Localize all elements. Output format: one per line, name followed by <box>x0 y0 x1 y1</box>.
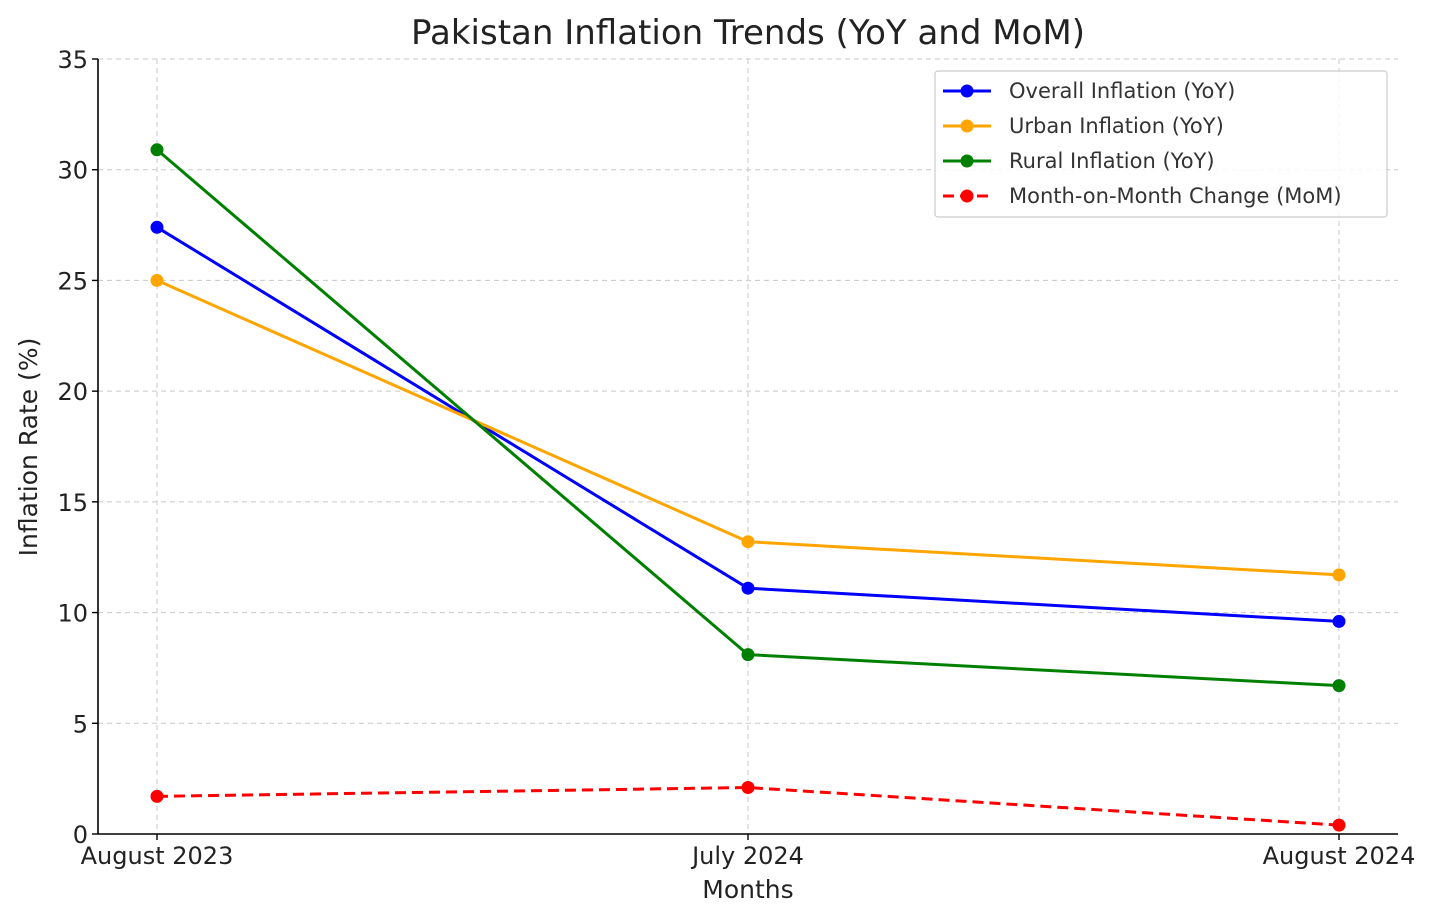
legend-swatch-marker <box>960 189 974 203</box>
data-point <box>150 789 164 803</box>
y-tick-label: 30 <box>57 157 88 185</box>
data-point <box>1332 568 1346 582</box>
legend-label: Overall Inflation (YoY) <box>1009 79 1235 103</box>
legend-swatch-marker <box>960 119 974 133</box>
data-point <box>1332 614 1346 628</box>
data-point <box>150 220 164 234</box>
data-point <box>741 535 755 549</box>
y-tick-label: 15 <box>57 489 88 517</box>
series-line <box>156 786 1340 827</box>
data-point <box>150 143 164 157</box>
legend-swatch-marker <box>960 154 974 168</box>
legend-label: Rural Inflation (YoY) <box>1009 149 1215 173</box>
y-tick-label: 0 <box>73 821 88 849</box>
chart-title: Pakistan Inflation Trends (YoY and MoM) <box>411 13 1085 53</box>
legend-entry: Overall Inflation (YoY) <box>943 79 1235 103</box>
data-point <box>741 648 755 662</box>
data-point <box>150 273 164 287</box>
legend-label: Month-on-Month Change (MoM) <box>1009 184 1342 208</box>
x-tick-label: July 2024 <box>690 842 804 870</box>
legend-label: Urban Inflation (YoY) <box>1009 114 1224 138</box>
legend-entry: Month-on-Month Change (MoM) <box>943 184 1342 208</box>
x-tick-label: August 2023 <box>81 842 234 870</box>
legend-box <box>934 70 1388 218</box>
legend-entry: Rural Inflation (YoY) <box>943 149 1215 173</box>
y-tick-label: 20 <box>57 378 88 406</box>
data-point <box>741 581 755 595</box>
series-group <box>150 143 1346 832</box>
y-tick-label: 10 <box>57 600 88 628</box>
data-point <box>741 781 755 794</box>
x-axis-label: Months <box>702 875 793 900</box>
x-tick-label: August 2024 <box>1263 842 1416 870</box>
series-rural-inflation-yoy <box>150 143 1346 693</box>
y-axis-label: Inflation Rate (%) <box>14 338 43 557</box>
tick-labels: 0 5 10 15 20 25 30 35 August 2023 July 2024 August… <box>57 46 1415 870</box>
series-overall-inflation-yoy <box>150 220 1346 628</box>
y-tick-label: 5 <box>73 710 88 738</box>
legend: Overall Inflation (YoY) Urban Inflation (… <box>934 70 1388 218</box>
legend-swatch-marker <box>960 84 974 98</box>
data-point <box>1332 818 1346 832</box>
series-urban-inflation-yoy <box>150 273 1346 582</box>
legend-entry: Urban Inflation (YoY) <box>943 114 1224 138</box>
series-month-on-month-change-mom <box>150 781 1346 832</box>
y-tick-label: 35 <box>57 46 88 74</box>
grid <box>98 58 1398 834</box>
data-point <box>1332 679 1346 693</box>
axes <box>92 58 1398 840</box>
y-tick-label: 25 <box>57 267 88 295</box>
